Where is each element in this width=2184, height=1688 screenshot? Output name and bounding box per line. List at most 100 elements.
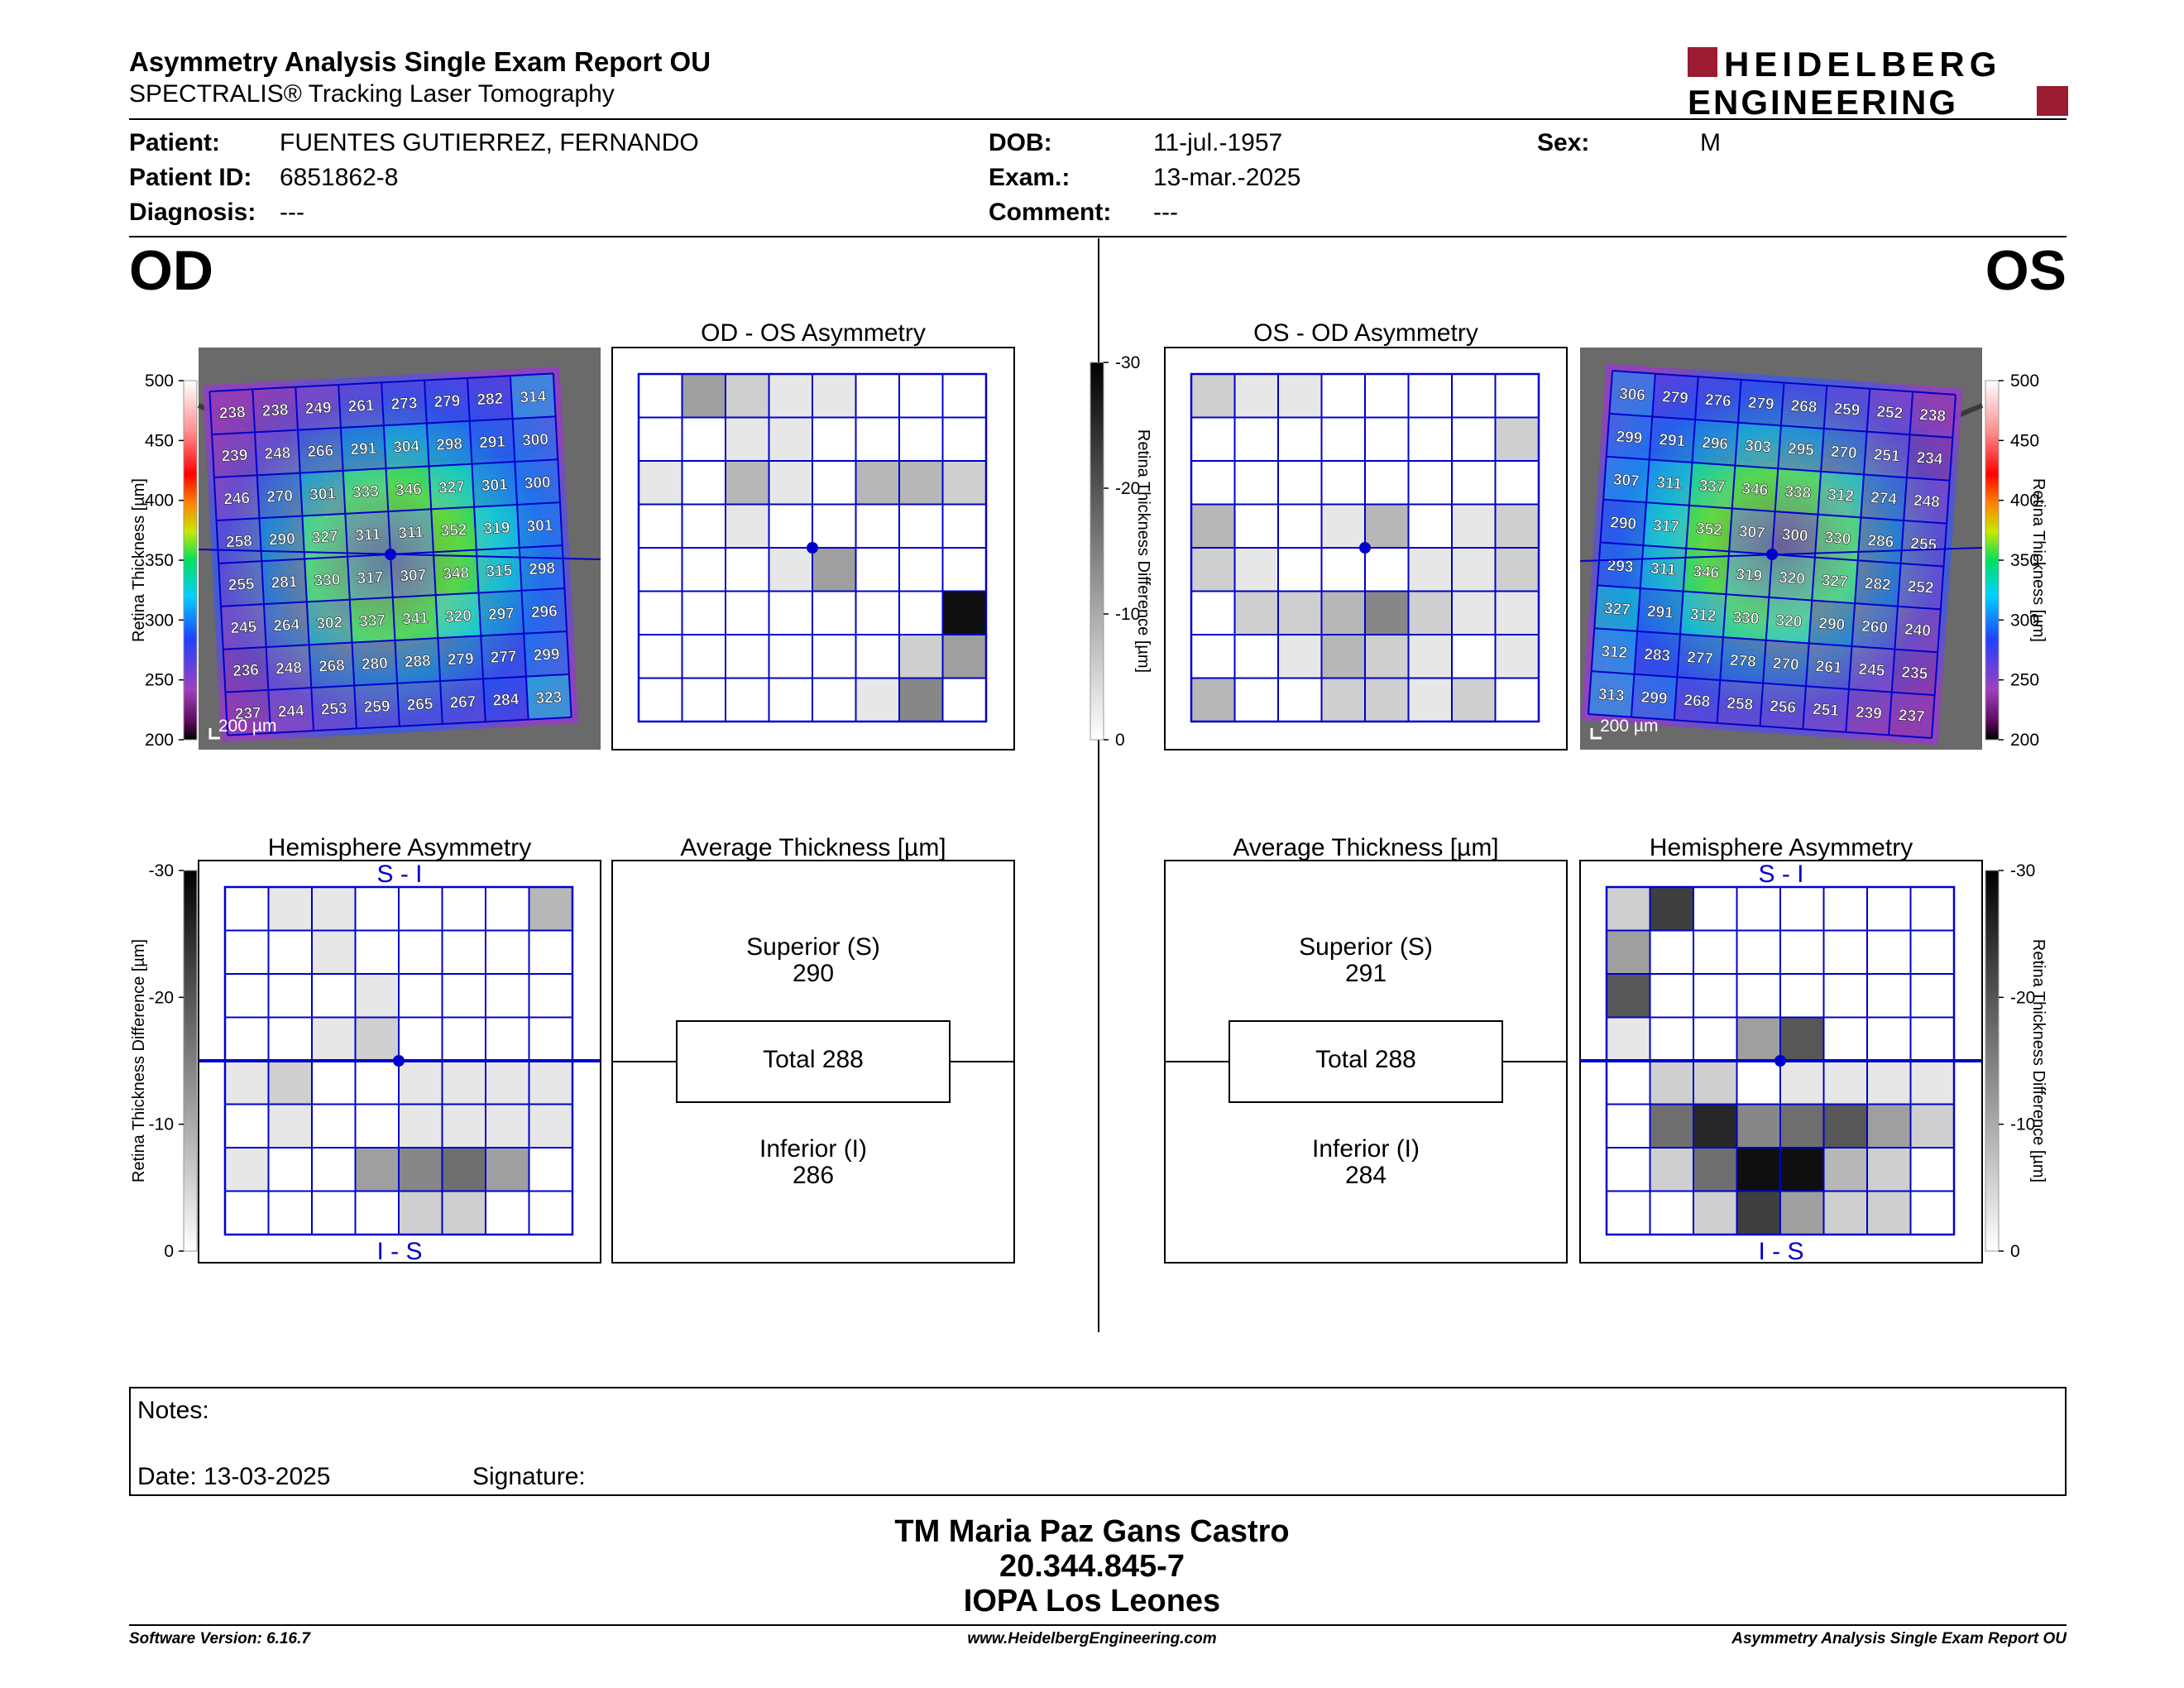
notes-label: Notes: (137, 1397, 209, 1424)
os-hemi-grid-cell (1779, 1016, 1825, 1062)
os-thickness-map-cell (1894, 606, 1941, 653)
os-hemi-grid-cell (1866, 886, 1912, 932)
od-thickness-map-cell (338, 382, 384, 428)
website-link[interactable]: www.HeidelbergEngineering.com (967, 1630, 1217, 1647)
os-thickness-map-value: 248 (1913, 492, 1940, 511)
os-thickness-map-value: 278 (1729, 652, 1756, 671)
od-thickness-map-cell (474, 504, 520, 550)
od-thickness-map-value: 333 (352, 483, 380, 502)
center-diff-scale-tick-label: -30 (1115, 353, 1140, 372)
od-hemi-grid-center (393, 1055, 405, 1067)
od-hemi-grid-cell (398, 886, 443, 932)
os-hemi-grid-cell (1779, 1190, 1825, 1235)
os-thickness-map-cell (1765, 597, 1813, 644)
od-hemi-grid-cell (528, 1016, 573, 1062)
od-asym-grid-cell (638, 634, 683, 679)
od-asym-grid-cell (855, 677, 900, 722)
os-hemi-grid-cell (1736, 1060, 1781, 1105)
os-hemi-grid-cell (1822, 929, 1868, 975)
os-hemi-grid-cell (1693, 1060, 1738, 1105)
os-asym-grid-cell (1277, 677, 1323, 722)
logo-square-top (1688, 47, 1717, 77)
od-hemi-grid-cell (398, 1147, 443, 1192)
os-thickness-map-gridline (1845, 388, 1871, 732)
od-superior-value: 290 (792, 960, 835, 987)
os-thickness-scale: 500 450 400 350 300 250 200 Retina Thickness [µ… (1985, 372, 2048, 750)
os-asym-grid-cell (1190, 503, 1236, 549)
od-asym-grid-cell (681, 634, 726, 679)
os-thickness-map-value: 295 (1787, 440, 1815, 459)
od-eye-label: OD (129, 239, 213, 302)
os-thickness-map-cell (1735, 422, 1781, 469)
analysis-figure: 500 450 400 350 300 250 200 Retina Thickness [µ… (130, 347, 2048, 1265)
od-thickness-map-cell (510, 373, 556, 420)
od-thickness-map-value: 279 (433, 392, 461, 411)
od-hemi-title: Hemisphere Asymmetry (267, 834, 532, 861)
od-thickness-map-cell (340, 425, 386, 471)
od-hemi-grid-cell (354, 1147, 400, 1192)
os-avg-panel-total-box (1228, 1020, 1503, 1103)
os-thickness-map-value: 237 (1898, 707, 1925, 726)
os-thickness-map-value: 252 (1907, 578, 1934, 597)
od-thickness-map-scale-label: 200 µm (218, 717, 276, 736)
od-hemi-diff-scale-tick-label: -30 (149, 861, 174, 880)
od-thickness-map-value: 307 (400, 567, 427, 586)
os-asym-grid-cell (1277, 503, 1323, 549)
os-hemi-grid-cell (1909, 1016, 1955, 1062)
os-hemi-title: Hemisphere Asymmetry (1649, 834, 1913, 861)
os-hemi-grid-cell (1822, 1147, 1868, 1192)
od-hemi-grid-cell (354, 1103, 400, 1149)
os-thickness-map-cell (1688, 462, 1736, 509)
od-thickness-map-cell (263, 602, 309, 648)
os-thickness-map-cell (1780, 382, 1827, 429)
os-hemi-grid-cell (1909, 1190, 1955, 1235)
od-hemi-grid-cell (441, 929, 486, 975)
os-hemi-grid-center (1774, 1055, 1786, 1067)
os-hemi-diff-scale-tick-label: -20 (2010, 988, 2035, 1007)
od-thickness-scale-tick-label: 250 (145, 671, 174, 690)
od-thickness-map-cell (252, 386, 298, 433)
os-asym-grid-cell (1364, 547, 1410, 592)
od-hemi-grid-cell (528, 1190, 573, 1235)
od-thickness-map-value: 245 (230, 619, 257, 638)
os-hemi-grid-cell (1909, 1103, 1955, 1149)
od-thickness-map-cell (352, 640, 398, 686)
od-thickness-map-value: 311 (398, 524, 424, 543)
od-hemi-grid-cell (398, 1103, 443, 1149)
os-asym-grid-cell (1364, 460, 1410, 506)
od-hemi-grid-cell (485, 886, 530, 932)
od-thickness-map-cell (255, 429, 300, 476)
os-thickness-map-cell (1851, 603, 1898, 650)
od-thickness-map-cell (209, 389, 256, 435)
od-asym-grid-cell (855, 634, 900, 679)
os-asym-grid-cell (1407, 416, 1453, 462)
od-asym-grid-cell (725, 460, 770, 506)
od-thickness-scale-axis-label: Retina Thickness [µm] (130, 478, 148, 642)
od-asym-grid-cell (768, 416, 813, 462)
os-thickness-map-cell (1772, 511, 1818, 558)
os-thickness-map-cell (1606, 413, 1653, 460)
os-thickness-map-value: 259 (1833, 400, 1861, 420)
os-asym-grid-cell (1320, 547, 1366, 592)
od-inferior-value: 286 (792, 1162, 835, 1189)
od-hemi-grid-cell (398, 929, 443, 975)
os-thickness-map-value: 327 (1821, 572, 1848, 591)
os-asym-grid-center (1359, 542, 1371, 554)
od-hemi-grid-cell (311, 973, 357, 1019)
od-thickness-map-value: 239 (221, 447, 248, 466)
os-hemi-diff-scale: -30 -20 -10 0 Retina Thickness Difference [µ… (1985, 861, 2048, 1261)
od-asym-grid-cell (898, 634, 944, 679)
od-thickness-map-scale-bracket (208, 728, 220, 740)
od-asym-grid-cell (725, 503, 770, 549)
od-thickness-map-cell (268, 688, 314, 733)
os-thickness-map-value: 256 (1770, 698, 1797, 717)
notes-box[interactable]: Notes: Date: 13-03-2025 Signature: (129, 1387, 2067, 1496)
os-thickness-map-gridline (1588, 712, 1933, 740)
os-asym-grid-cell (1190, 677, 1236, 722)
os-asym-grid-cell (1277, 547, 1323, 592)
od-hemi-diff-scale-axis-label: Retina Thickness Difference [µm] (130, 939, 148, 1182)
od-thickness-map-value: 352 (440, 521, 467, 540)
od-thickness-map-value: 248 (275, 659, 303, 679)
os-thickness-map-value: 245 (1858, 661, 1886, 680)
od-thickness-map-value: 253 (320, 700, 347, 719)
